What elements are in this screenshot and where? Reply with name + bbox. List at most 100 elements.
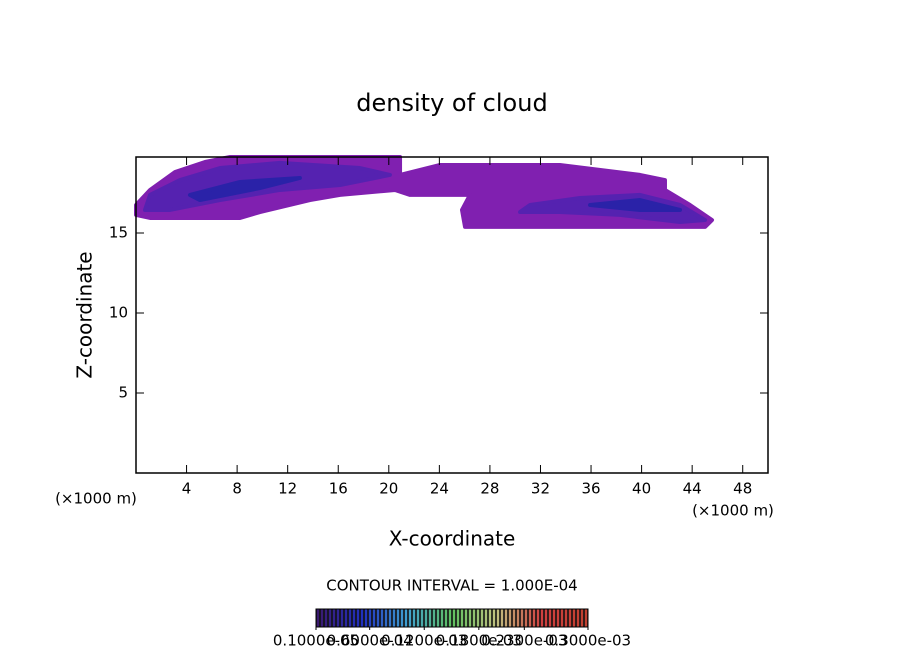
colorbar-stripe xyxy=(344,609,348,627)
x-tick-label: 36 xyxy=(581,480,600,498)
colorbar-stripe xyxy=(436,609,440,627)
colorbar-stripe xyxy=(380,609,384,627)
colorbar-stripe xyxy=(448,609,452,627)
contour-interval: CONTOUR INTERVAL = 1.000E-04 xyxy=(326,577,577,595)
colorbar-stripe xyxy=(372,609,376,627)
colorbar-stripe xyxy=(516,609,520,627)
y-tick-label: 5 xyxy=(118,384,128,402)
colorbar-stripe xyxy=(452,609,456,627)
colorbar-stripe xyxy=(444,609,448,627)
colorbar-stripe xyxy=(520,609,524,627)
colorbar-label: 0.1000e-05 xyxy=(273,632,359,650)
colorbar-stripe xyxy=(584,609,588,627)
colorbar-stripe xyxy=(336,609,340,627)
colorbar-stripe xyxy=(424,609,428,627)
x-tick-label: 48 xyxy=(733,480,752,498)
colorbar-stripe xyxy=(392,609,396,627)
x-tick-label: 20 xyxy=(379,480,398,498)
y-axis-label: Z-coordinate xyxy=(73,251,97,378)
colorbar-stripe xyxy=(348,609,352,627)
colorbar-stripe xyxy=(476,609,480,627)
colorbar-stripe xyxy=(564,609,568,627)
colorbar-stripe xyxy=(368,609,372,627)
colorbar-stripe xyxy=(396,609,400,627)
colorbar-label: 0.2300e-03 xyxy=(481,632,567,650)
x-unit-label: (×1000 m) xyxy=(692,502,774,520)
colorbar-stripe xyxy=(416,609,420,627)
colorbar-stripe xyxy=(512,609,516,627)
colorbar-stripe xyxy=(572,609,576,627)
colorbar-stripe xyxy=(384,609,388,627)
colorbar-stripe xyxy=(468,609,472,627)
colorbar-stripe xyxy=(532,609,536,627)
colorbar-stripe xyxy=(316,609,320,627)
x-tick-label: 16 xyxy=(329,480,348,498)
colorbar-stripe xyxy=(364,609,368,627)
colorbar-label: 0.1200e-03 xyxy=(381,632,467,650)
x-tick-label: 40 xyxy=(632,480,651,498)
x-tick-label: 12 xyxy=(278,480,297,498)
colorbar-stripe xyxy=(400,609,404,627)
colorbar-stripe xyxy=(544,609,548,627)
colorbar-stripe xyxy=(472,609,476,627)
colorbar-stripe xyxy=(428,609,432,627)
x-tick-label: 44 xyxy=(683,480,702,498)
colorbar-stripe xyxy=(556,609,560,627)
colorbar-stripe xyxy=(504,609,508,627)
x-tick-label: 8 xyxy=(232,480,242,498)
colorbar-stripe xyxy=(492,609,496,627)
colorbar-stripe xyxy=(536,609,540,627)
colorbar-stripe xyxy=(464,609,468,627)
x-axis-label: X-coordinate xyxy=(389,527,516,551)
colorbar-stripe xyxy=(488,609,492,627)
colorbar-stripe xyxy=(508,609,512,627)
colorbar-stripe xyxy=(324,609,328,627)
x-tick-label: 24 xyxy=(430,480,449,498)
plot-frame xyxy=(135,156,769,474)
colorbar-stripe xyxy=(412,609,416,627)
colorbar-stripe xyxy=(352,609,356,627)
colorbar-stripe xyxy=(500,609,504,627)
colorbar-stripe xyxy=(552,609,556,627)
colorbar-stripe xyxy=(356,609,360,627)
colorbar-stripe xyxy=(496,609,500,627)
colorbar-stripe xyxy=(388,609,392,627)
colorbar-stripe xyxy=(332,609,336,627)
colorbar-stripe xyxy=(524,609,528,627)
colorbar-stripe xyxy=(320,609,324,627)
colorbar-stripe xyxy=(420,609,424,627)
colorbar-stripe xyxy=(432,609,436,627)
y-tick-label: 10 xyxy=(109,304,128,322)
colorbar-frame xyxy=(315,608,589,628)
colorbar-stripe xyxy=(376,609,380,627)
colorbar-stripe xyxy=(528,609,532,627)
colorbar-stripe xyxy=(456,609,460,627)
x-tick-label: 32 xyxy=(531,480,550,498)
colorbar-stripe xyxy=(580,609,584,627)
colorbar-label: 0.1800e-03 xyxy=(436,632,522,650)
contour-region xyxy=(187,175,302,203)
y-tick-label: 15 xyxy=(109,224,128,242)
colorbar-stripe xyxy=(548,609,552,627)
colorbar-stripe xyxy=(576,609,580,627)
colorbar-stripe xyxy=(480,609,484,627)
colorbar-stripe xyxy=(340,609,344,627)
colorbar-stripe xyxy=(568,609,572,627)
colorbar-stripe xyxy=(560,609,564,627)
chart-title: density of cloud xyxy=(356,89,547,117)
colorbar-stripe xyxy=(440,609,444,627)
colorbar-stripe xyxy=(460,609,464,627)
colorbar-stripe xyxy=(540,609,544,627)
colorbar-label: 0.6000e-04 xyxy=(327,632,413,650)
contour-region xyxy=(588,198,683,212)
colorbar-label: 0.3000e-03 xyxy=(545,632,631,650)
colorbar-stripe xyxy=(328,609,332,627)
colorbar-stripe xyxy=(484,609,488,627)
x-tick-label: 4 xyxy=(182,480,192,498)
x-tick-label: 28 xyxy=(480,480,499,498)
x-unit-label: (×1000 m) xyxy=(55,490,137,508)
colorbar-stripe xyxy=(404,609,408,627)
colorbar-stripe xyxy=(360,609,364,627)
colorbar-stripe xyxy=(408,609,412,627)
